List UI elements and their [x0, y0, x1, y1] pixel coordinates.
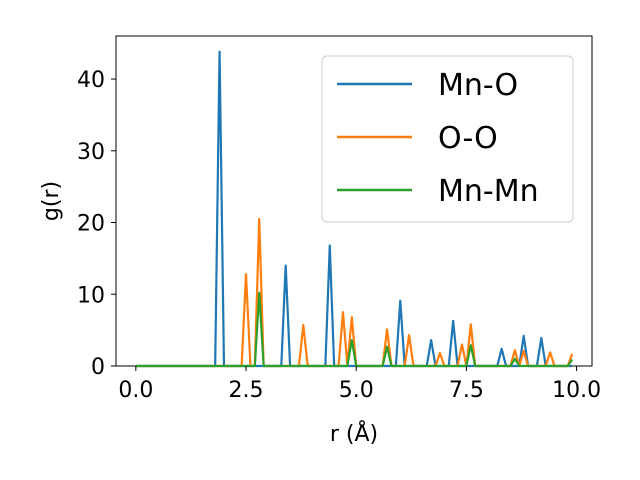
- series-line-1: [135, 217, 574, 368]
- legend-label-2: Mn-Mn: [438, 174, 539, 209]
- legend-label-1: O-O: [438, 121, 498, 156]
- y-tick-label: 40: [77, 68, 105, 93]
- x-tick-label: 2.5: [229, 378, 264, 403]
- legend-label-0: Mn-O: [438, 68, 518, 103]
- x-axis: 0.0 2.5 5.0 7.5 10.0: [118, 366, 601, 403]
- plot-area-group: 0.0 2.5 5.0 7.5 10.0 0 10 20 30 40 r (Å) g(r) Mn…: [39, 35, 601, 447]
- y-tick-label: 30: [77, 140, 105, 165]
- y-tick-label: 20: [77, 212, 105, 237]
- series-layer: [135, 50, 574, 368]
- y-axis: 0 10 20 30 40: [77, 68, 116, 380]
- x-tick-label: 10.0: [552, 378, 601, 403]
- y-axis-label: g(r): [39, 181, 64, 221]
- series-line-2: [135, 291, 574, 368]
- legend: Mn-O O-O Mn-Mn: [321, 55, 574, 223]
- y-tick-label: 0: [91, 355, 105, 380]
- x-tick-label: 5.0: [339, 378, 374, 403]
- x-tick-label: 0.0: [118, 378, 153, 403]
- series-line-0: [135, 50, 573, 368]
- legend-box: [321, 55, 574, 223]
- x-axis-label: r (Å): [330, 420, 378, 447]
- x-tick-label: 7.5: [449, 378, 484, 403]
- y-tick-label: 10: [77, 283, 105, 308]
